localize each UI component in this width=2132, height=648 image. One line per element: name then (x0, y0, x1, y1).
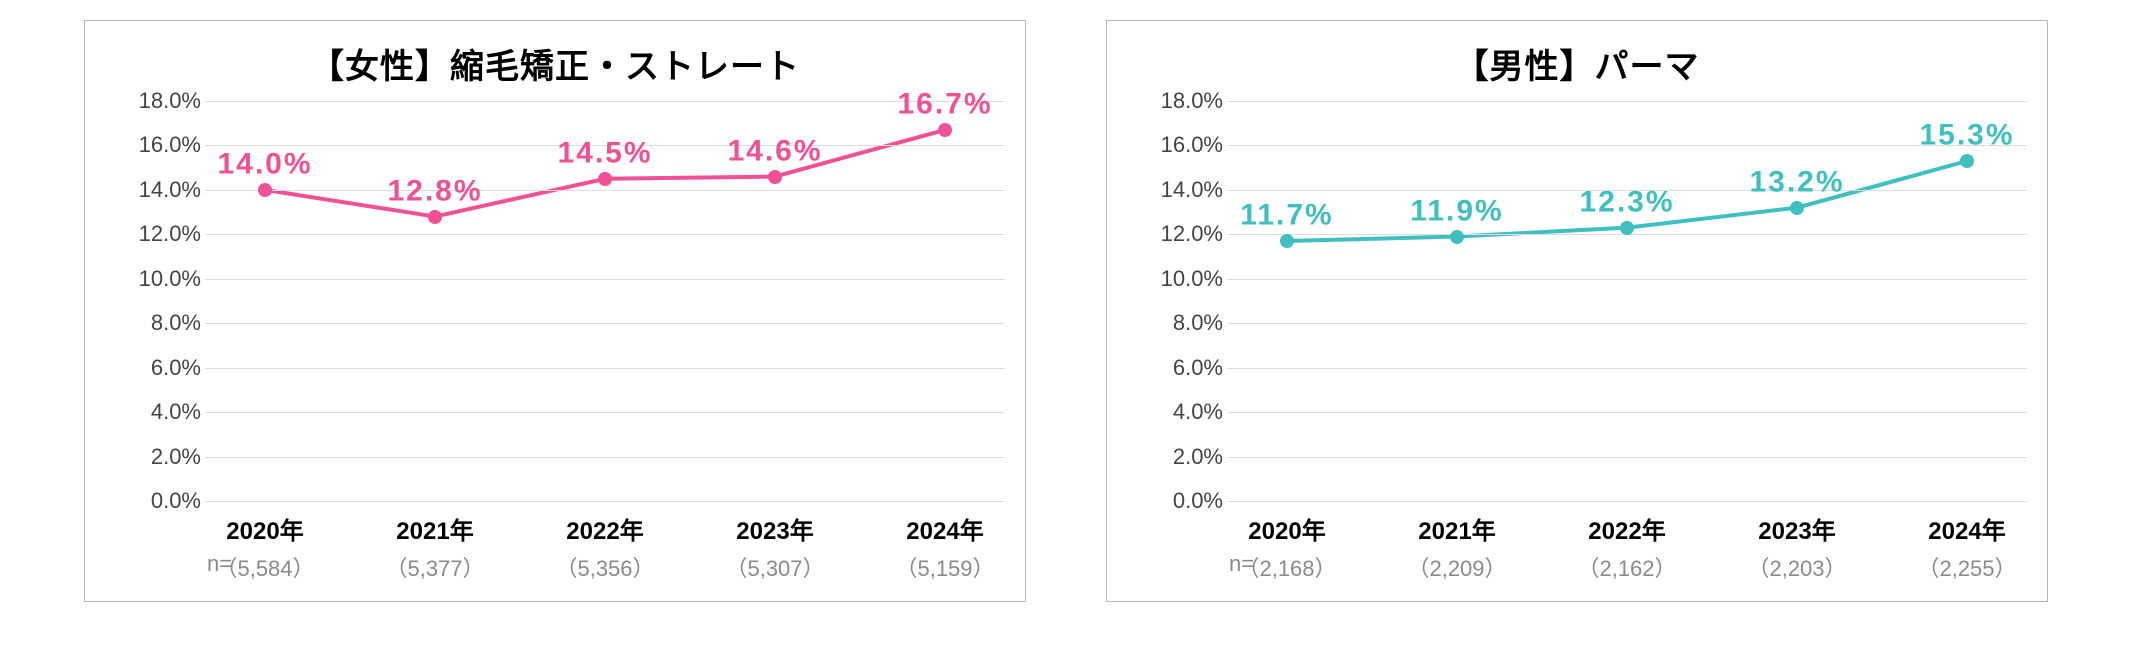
y-tick-label: 14.0% (1161, 177, 1223, 203)
n-label: （2,209） (1407, 551, 1506, 583)
x-tick-label: 2021年 (1418, 511, 1495, 546)
y-tick-label: 18.0% (1161, 88, 1223, 114)
n-label: （2,168） (1237, 551, 1336, 583)
x-tick-label: 2024年 (906, 511, 983, 546)
y-tick-label: 8.0% (151, 310, 201, 336)
n-label: （5,159） (895, 551, 994, 583)
value-label: 11.9% (1410, 194, 1503, 228)
data-point (938, 123, 952, 137)
y-tick-label: 16.0% (1161, 132, 1223, 158)
y-tick-label: 6.0% (1173, 355, 1223, 381)
plot-area: 11.7% 11.9% 12.3% 13.2% 15.3% (1227, 101, 2027, 501)
value-label: 16.7% (897, 87, 992, 121)
gridline (205, 368, 1005, 369)
value-label: 12.8% (387, 174, 482, 208)
chart-panel-female: 【女性】縮毛矯正・ストレート 14.0% 12.8% 14.5% 14.6% 16.7%… (84, 20, 1026, 602)
chart-title: 【男性】パーマ (1107, 39, 2047, 88)
gridline (205, 501, 1005, 502)
n-label: （2,203） (1747, 551, 1846, 583)
gridline (1227, 368, 2027, 369)
data-point (258, 183, 272, 197)
gridline (205, 101, 1005, 102)
value-label: 14.6% (727, 134, 822, 168)
gridline (205, 412, 1005, 413)
data-point (1450, 230, 1464, 244)
gridline (205, 323, 1005, 324)
value-label: 13.2% (1749, 165, 1844, 199)
y-tick-label: 10.0% (139, 266, 201, 292)
plot-area: 14.0%12.8%14.5%14.6%16.7% (205, 101, 1005, 501)
y-tick-label: 12.0% (1161, 221, 1223, 247)
y-tick-label: 18.0% (139, 88, 201, 114)
gridline (1227, 412, 2027, 413)
n-label: （2,162） (1577, 551, 1676, 583)
y-tick-label: 12.0% (139, 221, 201, 247)
gridline (1227, 145, 2027, 146)
n-label: （5,377） (385, 551, 484, 583)
value-label: 15.3% (1919, 119, 2014, 153)
line-series (1227, 101, 2027, 501)
x-tick-label: 2021年 (396, 511, 473, 546)
gridline (1227, 501, 2027, 502)
value-label: 14.5% (557, 136, 652, 170)
data-point (1620, 221, 1634, 235)
chart-title: 【女性】縮毛矯正・ストレート (85, 39, 1025, 88)
y-tick-label: 10.0% (1161, 266, 1223, 292)
gridline (1227, 323, 2027, 324)
data-point (768, 170, 782, 184)
y-tick-label: 16.0% (139, 132, 201, 158)
n-label: （5,356） (555, 551, 654, 583)
y-tick-label: 2.0% (151, 444, 201, 470)
gridline (1227, 457, 2027, 458)
y-tick-label: 0.0% (1173, 488, 1223, 514)
n-label: （2,255） (1917, 551, 2016, 583)
y-tick-label: 4.0% (151, 399, 201, 425)
y-tick-label: 14.0% (139, 177, 201, 203)
chart-panel-male: 【男性】パーマ 11.7%11.9%12.3%13.2%15.3% n= 0.0… (1106, 20, 2048, 602)
y-tick-label: 0.0% (151, 488, 201, 514)
value-label: 12.3% (1579, 185, 1674, 219)
x-tick-label: 2022年 (566, 511, 643, 546)
data-point (1280, 234, 1294, 248)
gridline (205, 234, 1005, 235)
y-tick-label: 2.0% (1173, 444, 1223, 470)
x-tick-label: 2020年 (226, 511, 303, 546)
gridline (1227, 101, 2027, 102)
gridline (205, 457, 1005, 458)
x-tick-label: 2024年 (1928, 511, 2005, 546)
data-point (1790, 201, 1804, 215)
gridline (1227, 279, 2027, 280)
x-tick-label: 2020年 (1248, 511, 1325, 546)
x-tick-label: 2022年 (1588, 511, 1665, 546)
y-tick-label: 6.0% (151, 355, 201, 381)
gridline (205, 279, 1005, 280)
n-label: （5,307） (725, 551, 824, 583)
value-label: 14.0% (217, 147, 312, 181)
data-point (428, 210, 442, 224)
gridline (205, 190, 1005, 191)
y-tick-label: 4.0% (1173, 399, 1223, 425)
data-point (1960, 154, 1974, 168)
value-label: 11.7% (1240, 199, 1333, 233)
y-tick-label: 8.0% (1173, 310, 1223, 336)
n-label: （5,584） (215, 551, 314, 583)
data-point (598, 172, 612, 186)
x-tick-label: 2023年 (1758, 511, 1835, 546)
x-tick-label: 2023年 (736, 511, 813, 546)
